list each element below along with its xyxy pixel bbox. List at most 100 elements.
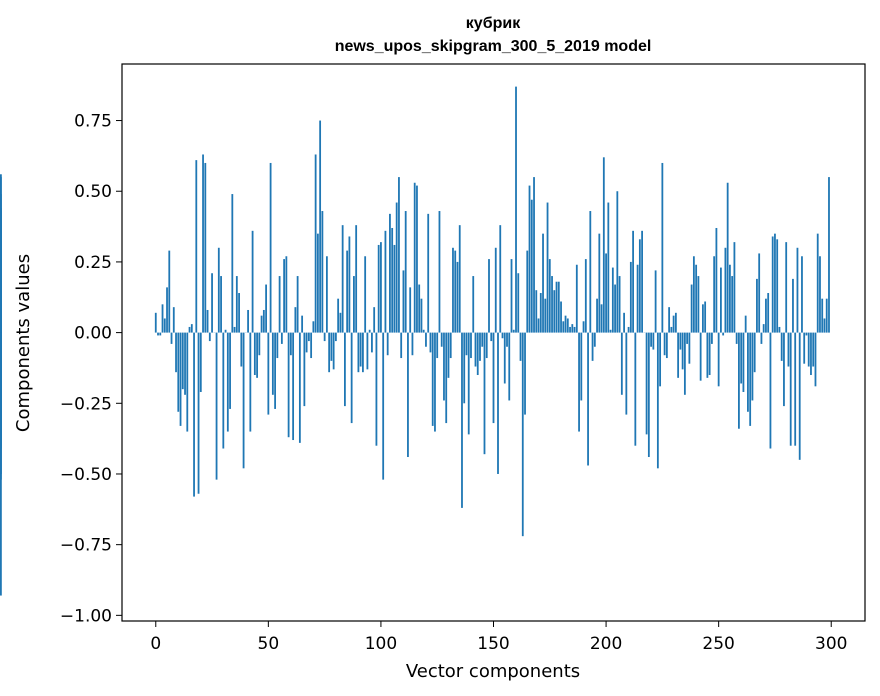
bar-undefined — [0, 332, 2, 449]
bar-262 — [744, 315, 747, 333]
chart-title: кубрик — [466, 15, 521, 32]
bar-79 — [332, 332, 335, 370]
bar-98 — [375, 332, 378, 446]
bar-83 — [341, 225, 344, 333]
bar-27 — [215, 332, 218, 480]
x-tick-label-50: 50 — [258, 634, 280, 654]
bar-251 — [720, 267, 722, 333]
bar-14 — [186, 332, 189, 432]
bar-168 — [533, 177, 535, 333]
bar-51 — [269, 162, 272, 333]
bar-248 — [713, 256, 716, 333]
bar-187 — [575, 264, 578, 333]
bar-201 — [607, 202, 610, 333]
bar-3 — [161, 304, 164, 333]
bar-42 — [249, 332, 252, 432]
bar-288 — [803, 332, 806, 364]
bar-44 — [253, 332, 256, 376]
bar-282 — [789, 332, 792, 446]
bar-152 — [497, 332, 499, 474]
bar-68 — [307, 332, 310, 342]
bar-57 — [283, 259, 286, 333]
bar-24 — [208, 332, 211, 342]
bar-63 — [296, 276, 299, 333]
bar-61 — [292, 332, 295, 441]
bar-140 — [470, 332, 472, 359]
bar-116 — [416, 185, 418, 333]
bar-119 — [422, 329, 425, 333]
bar-107 — [395, 202, 398, 333]
bar-233 — [679, 332, 682, 350]
bar-134 — [456, 261, 459, 333]
bar-6 — [168, 250, 171, 333]
bar-234 — [681, 332, 684, 370]
bar-16 — [190, 324, 193, 333]
bar-170 — [537, 318, 540, 333]
bar-91 — [359, 332, 362, 367]
bar-294 — [816, 233, 819, 333]
bar-244 — [704, 301, 707, 333]
bar-0 — [154, 312, 157, 333]
bar-227 — [665, 332, 668, 359]
bar-126 — [438, 211, 441, 333]
bar-81 — [337, 298, 340, 333]
bar-172 — [542, 233, 544, 333]
bar-5 — [166, 287, 168, 333]
bar-20 — [199, 332, 202, 392]
bar-275 — [774, 233, 776, 333]
bar-165 — [526, 250, 529, 333]
bar-47 — [260, 315, 263, 333]
bar-205 — [616, 191, 619, 333]
bar-199 — [602, 157, 605, 333]
bar-186 — [573, 326, 576, 333]
bar-147 — [485, 332, 488, 359]
bar-45 — [256, 332, 258, 378]
bar-198 — [600, 304, 603, 333]
bar-25 — [211, 273, 213, 333]
bar-229 — [670, 326, 673, 333]
bar-197 — [598, 233, 601, 333]
bar-2 — [159, 332, 162, 336]
bar-211 — [629, 261, 632, 333]
bar-84 — [344, 332, 346, 407]
bar-133 — [454, 250, 457, 333]
bar-74 — [321, 211, 324, 333]
x-tick-label-300: 300 — [815, 634, 847, 654]
bar-153 — [499, 225, 502, 333]
y-tick-label-3: −0.25 — [60, 394, 112, 414]
bar-299 — [828, 177, 830, 333]
bar-13 — [184, 332, 186, 395]
bar-99 — [377, 244, 380, 333]
bar-7 — [170, 332, 173, 344]
bar-43 — [251, 230, 254, 333]
bar-161 — [517, 273, 520, 333]
bar-137 — [463, 332, 466, 404]
bar-209 — [625, 332, 628, 415]
bar-192 — [587, 332, 589, 466]
bar-203 — [611, 267, 614, 333]
bar-71 — [314, 154, 317, 333]
bar-50 — [267, 332, 270, 415]
bar-149 — [490, 332, 493, 342]
bar-65 — [301, 315, 304, 333]
bar-285 — [796, 247, 799, 333]
bar-124 — [434, 332, 436, 432]
bar-128 — [443, 332, 445, 401]
bar-273 — [769, 332, 772, 449]
bar-111 — [404, 211, 407, 333]
bars-group — [0, 86, 830, 596]
bar-67 — [305, 332, 308, 353]
bar-86 — [348, 236, 351, 333]
bar-241 — [697, 276, 700, 333]
bar-178 — [555, 281, 558, 333]
bar-78 — [330, 332, 333, 361]
bar-94 — [366, 332, 369, 370]
bar-249 — [715, 227, 718, 333]
bar-59 — [287, 332, 290, 438]
bar-175 — [548, 259, 551, 333]
y-tick-label-1: −0.75 — [60, 536, 112, 556]
bar-35 — [233, 326, 236, 333]
bar-23 — [206, 309, 209, 333]
bar-70 — [312, 321, 315, 333]
bar-87 — [350, 332, 353, 424]
